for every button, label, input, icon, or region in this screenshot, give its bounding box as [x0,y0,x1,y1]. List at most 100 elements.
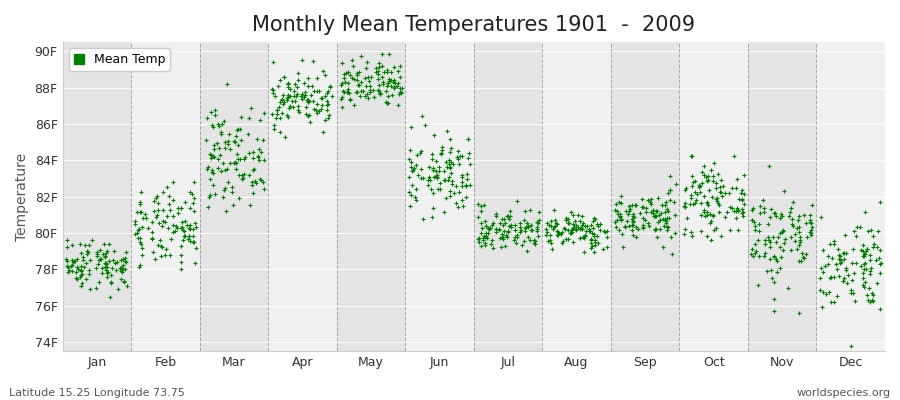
Point [443,164,457,170]
Point [626,218,640,224]
Point [98,253,112,259]
Point [213,128,228,135]
Point [692,182,706,188]
Point [338,79,353,85]
Point [805,230,819,236]
Point [376,69,391,75]
Point [92,279,106,285]
Point [486,220,500,226]
Point [410,152,425,158]
Point [496,234,510,240]
Point [104,279,118,286]
Point [548,220,562,226]
Point [119,258,133,265]
Point [273,77,287,83]
Point [292,103,306,109]
Point [639,205,653,211]
Point [747,223,761,230]
Point [155,223,169,229]
Point [101,268,115,275]
Point [667,199,681,205]
Point [202,194,217,200]
Point [68,269,83,275]
Point [281,84,295,90]
Point [115,266,130,273]
Point [684,195,698,201]
Point [75,271,89,277]
Point [426,190,440,197]
Point [547,222,562,229]
Point [434,150,448,156]
Point [520,248,535,254]
Point [316,129,330,136]
Point [352,82,366,88]
Point [281,92,295,98]
Point [730,176,744,182]
Point [507,237,521,243]
Point [213,152,228,158]
Point [571,223,585,230]
Point [69,264,84,270]
Point [455,203,470,209]
Point [421,164,436,170]
Point [133,209,148,215]
Point [548,217,562,223]
Point [856,275,870,281]
Point [158,252,172,258]
Point [340,69,355,76]
Point [835,278,850,284]
Point [448,200,463,206]
Point [373,90,387,96]
Point [751,237,765,244]
Point [103,294,117,300]
Point [128,231,142,237]
Point [561,235,575,242]
Point [688,189,703,196]
Point [862,298,877,305]
Point [773,215,788,221]
Point [544,240,559,246]
Point [653,217,668,224]
Point [833,258,848,265]
Point [517,238,531,244]
Point [386,79,400,85]
Point [362,78,376,85]
Point [858,260,872,266]
Point [108,260,122,266]
Point [637,216,652,223]
Point [699,233,714,240]
Point [102,258,116,264]
Point [241,172,256,178]
Point [772,230,787,236]
Point [866,232,880,239]
Point [275,96,290,103]
Point [347,102,362,108]
Point [461,136,475,142]
Point [185,232,200,239]
Point [863,268,878,274]
Point [354,88,368,94]
Point [860,228,875,234]
Point [578,232,592,239]
Point [436,209,451,215]
Point [748,227,762,233]
Point [375,74,390,80]
Point [473,230,488,237]
Point [631,226,645,232]
Point [626,216,640,222]
Point [539,226,554,232]
Point [245,179,259,185]
Point [667,212,681,218]
Point [745,205,760,211]
Point [832,255,846,262]
Point [445,180,459,187]
Point [554,231,568,237]
Point [496,236,510,242]
Point [699,200,714,207]
Point [609,201,624,207]
Point [428,158,443,164]
Point [860,246,874,252]
Point [618,223,633,229]
Point [188,220,202,226]
Point [745,253,760,259]
